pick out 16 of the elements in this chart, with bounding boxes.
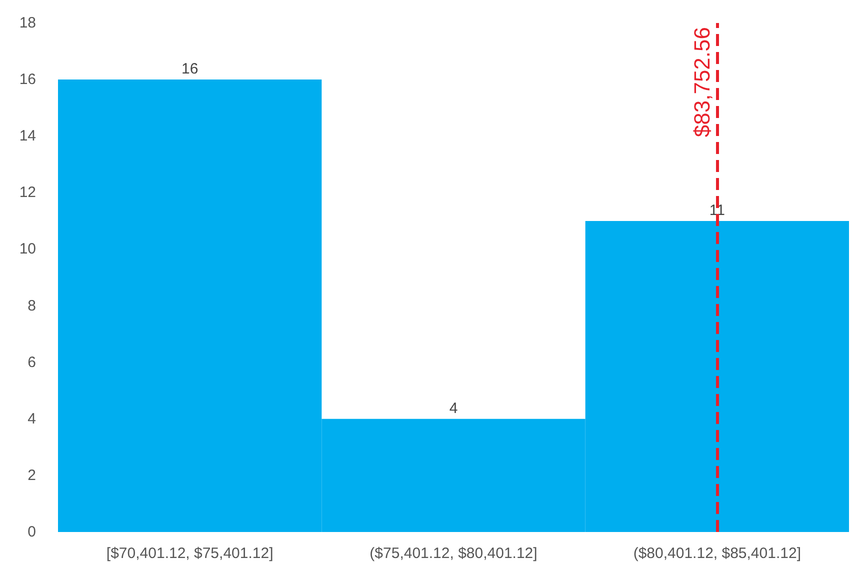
x-tick-label: ($80,401.12, $85,401.12] [633, 545, 801, 562]
y-tick-label: 12 [19, 184, 36, 202]
y-tick-label: 18 [19, 14, 36, 32]
data-label: 4 [449, 400, 458, 417]
y-tick-label: 6 [28, 354, 36, 371]
y-tick-label: 8 [28, 297, 36, 314]
data-label: 16 [181, 60, 198, 78]
y-tick-label: 14 [19, 128, 36, 145]
x-tick-label: ($75,401.12, $80,401.12] [370, 545, 538, 562]
y-tick-label: 16 [19, 71, 36, 88]
y-tick-label: 0 [28, 524, 36, 540]
y-tick-label: 10 [19, 240, 36, 258]
y-tick-label: 2 [28, 466, 36, 484]
y-tick-label: 4 [28, 410, 36, 428]
ref-line-label: $83,752.56 [690, 27, 715, 138]
x-tick-label: [$70,401.12, $75,401.12] [106, 545, 274, 562]
